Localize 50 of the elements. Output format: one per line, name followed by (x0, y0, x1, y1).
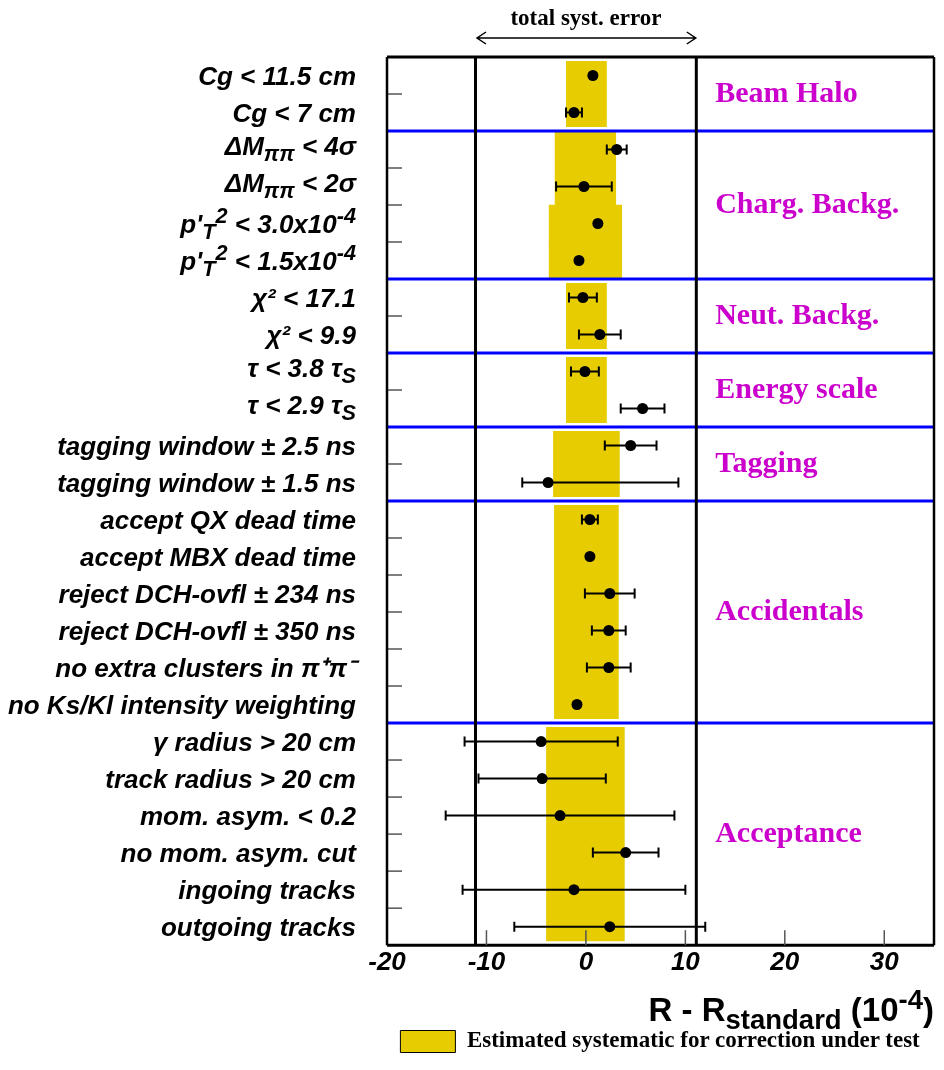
y-tick-label: reject DCH-ovfl ± 350 ns (58, 615, 356, 646)
point (603, 625, 615, 636)
y-tick-label: tagging window ± 1.5 ns (57, 467, 356, 498)
y-tick-label: τ < 3.8 τ$_{S}$ (247, 352, 356, 390)
x-tick-label: 30 (869, 945, 900, 976)
point (536, 773, 548, 785)
point (604, 588, 616, 599)
point (578, 181, 590, 192)
y-tick-label: accept MBX dead time (80, 541, 356, 572)
text: Neut. Backg. (715, 296, 880, 330)
point (611, 144, 623, 155)
point (571, 699, 583, 710)
y-tick-label: no Ks/Kl intensity weighting (7, 689, 356, 720)
point (603, 662, 615, 673)
point (568, 884, 580, 896)
y-tick-label: tagging window ± 2.5 ns (57, 430, 356, 461)
x-tick-label: 20 (769, 945, 800, 976)
point (584, 551, 596, 562)
y-tick-label: accept QX dead time (100, 504, 356, 535)
x-tick-label: 0 (578, 945, 594, 976)
y-tick-label: χ² < 17.1 (252, 282, 356, 313)
point (604, 921, 616, 933)
point (573, 255, 585, 266)
x-tick-label: -20 (368, 945, 407, 976)
y-tick-label: reject DCH-ovfl ± 234 ns (58, 578, 356, 609)
point (554, 810, 566, 822)
y-tick-label: τ < 2.9 τ$_{S}$ (247, 389, 356, 427)
y-tick-label: ingoing tracks (178, 874, 356, 905)
text: Tagging (715, 444, 818, 478)
text: Accidentals (715, 592, 864, 626)
y-tick-label: Cg < 11.5 cm (198, 60, 356, 91)
point (592, 218, 604, 229)
y-tick-label: no mom. asym. cut (120, 837, 356, 868)
text: total syst. error (510, 4, 662, 30)
text: Energy scale (715, 370, 878, 404)
text: Charg. Backg. (715, 185, 900, 219)
x-tick-label: 10 (670, 945, 701, 976)
y-tick-label: track radius > 20 cm (105, 763, 356, 794)
y-tick-label: mom. asym. < 0.2 (139, 800, 356, 831)
x-tick-label: -10 (467, 945, 506, 976)
y-tick-label: γ radius > 20 cm (152, 726, 356, 757)
point (535, 736, 547, 748)
point (620, 847, 632, 859)
y-tick-label: outgoing tracks (160, 911, 356, 942)
text: Acceptance (715, 814, 862, 848)
y-tick-label: χ² < 9.9 (266, 319, 356, 350)
y-tick-label: ΔM$_{ππ}$ < 4σ (224, 130, 356, 168)
text: Beam Halo (715, 74, 858, 108)
y-tick-label: ΔM$_{ππ}$ < 2σ (224, 167, 356, 203)
y-tick-label: Cg < 7 cm (232, 97, 356, 128)
